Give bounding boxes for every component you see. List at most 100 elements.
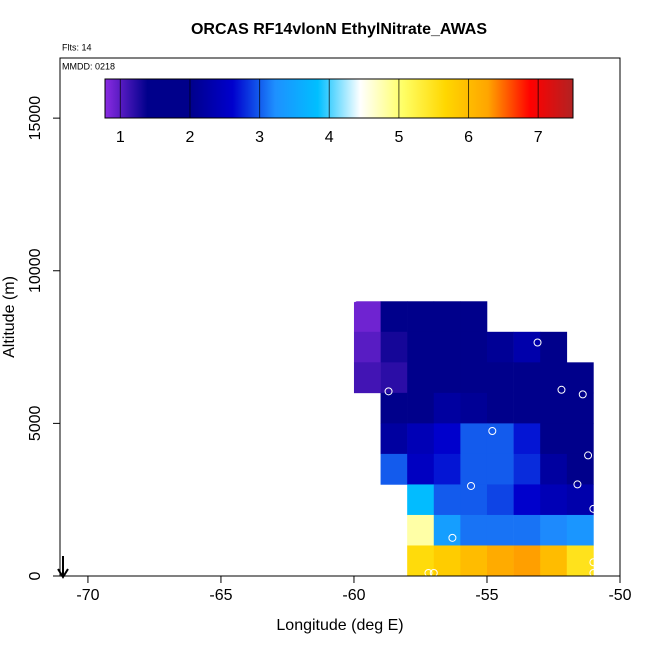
heat-cell bbox=[540, 514, 568, 546]
heat-cell bbox=[540, 331, 568, 363]
x-tick-label: -70 bbox=[76, 587, 99, 604]
heat-cell bbox=[433, 453, 461, 485]
heat-cell bbox=[433, 331, 461, 363]
heat-cell bbox=[380, 392, 408, 424]
heat-cell bbox=[566, 484, 594, 516]
sample-point bbox=[448, 533, 457, 542]
heat-cell bbox=[566, 362, 594, 394]
heat-cell bbox=[407, 331, 435, 363]
y-axis-label: Altitude (m) bbox=[1, 276, 18, 358]
heat-cell bbox=[460, 301, 488, 333]
heat-cell bbox=[460, 392, 488, 424]
heat-cell bbox=[407, 423, 435, 455]
heat-cell bbox=[486, 484, 514, 516]
flights-note: Flts: 14 bbox=[62, 42, 92, 52]
heat-cell bbox=[486, 453, 514, 485]
heat-cell bbox=[460, 453, 488, 485]
sample-point bbox=[589, 504, 598, 513]
heat-cell bbox=[353, 301, 381, 333]
heat-cell bbox=[433, 514, 461, 546]
x-tick-label: -60 bbox=[342, 587, 365, 604]
heat-cell bbox=[460, 514, 488, 546]
sample-point bbox=[488, 427, 497, 436]
heat-cell bbox=[513, 392, 541, 424]
date-note: MMDD: 0218 bbox=[62, 61, 115, 71]
y-tick-label: 10000 bbox=[27, 248, 44, 293]
heat-cell bbox=[513, 362, 541, 394]
chart-title: ORCAS RF14vlonN EthylNitrate_AWAS bbox=[191, 21, 487, 38]
heat-cell bbox=[486, 545, 514, 577]
sample-point bbox=[578, 390, 587, 399]
sample-point bbox=[467, 481, 476, 490]
heat-cell bbox=[566, 514, 594, 546]
sample-point bbox=[349, 294, 358, 303]
heat-cell bbox=[566, 423, 594, 455]
heat-cell bbox=[380, 423, 408, 455]
heat-cell bbox=[486, 392, 514, 424]
heat-cell bbox=[407, 392, 435, 424]
sample-point bbox=[557, 385, 566, 394]
heat-cell bbox=[433, 362, 461, 394]
sample-point bbox=[384, 387, 393, 396]
sample-point bbox=[589, 558, 598, 567]
colorbar-tick-label: 6 bbox=[464, 129, 473, 146]
y-tick-label: 15000 bbox=[27, 96, 44, 141]
heat-cell bbox=[486, 514, 514, 546]
x-tick-label: -65 bbox=[209, 587, 232, 604]
sample-point bbox=[584, 451, 593, 460]
plot-box bbox=[59, 57, 621, 577]
heat-cell bbox=[460, 545, 488, 577]
colorbar-tick-label: 7 bbox=[534, 129, 543, 146]
x-tick-label: -55 bbox=[475, 587, 498, 604]
heat-cell bbox=[380, 301, 408, 333]
colorbar-tick-label: 3 bbox=[255, 129, 264, 146]
heat-cell bbox=[433, 423, 461, 455]
heat-cell bbox=[407, 545, 435, 577]
heat-cell bbox=[486, 331, 514, 363]
heat-cell bbox=[460, 331, 488, 363]
heat-cell bbox=[380, 362, 408, 394]
heat-cell bbox=[460, 362, 488, 394]
heat-cell bbox=[513, 484, 541, 516]
sample-point bbox=[573, 480, 582, 489]
heat-cell bbox=[353, 331, 381, 363]
x-axis-label: Longitude (deg E) bbox=[276, 617, 403, 634]
heat-cell bbox=[460, 484, 488, 516]
y-tick-label: 0 bbox=[27, 571, 44, 580]
colorbar-tick-label: 1 bbox=[116, 129, 125, 146]
heat-cell bbox=[353, 362, 381, 394]
heat-cell bbox=[407, 484, 435, 516]
heat-cell bbox=[407, 362, 435, 394]
x-tick-label: -50 bbox=[608, 587, 631, 604]
heat-cell bbox=[433, 301, 461, 333]
colorbar-tick-label: 4 bbox=[325, 129, 334, 146]
heat-cell bbox=[407, 301, 435, 333]
plot-layer bbox=[349, 294, 598, 577]
heat-cell bbox=[433, 484, 461, 516]
heat-cell bbox=[380, 331, 408, 363]
heat-cell bbox=[433, 392, 461, 424]
heat-cell bbox=[540, 453, 568, 485]
heat-cell bbox=[566, 545, 594, 577]
heat-cell bbox=[486, 362, 514, 394]
colorbar-tick-label: 5 bbox=[394, 129, 403, 146]
colorbar-tick-label: 2 bbox=[186, 129, 195, 146]
heat-cell bbox=[513, 453, 541, 485]
sample-point bbox=[533, 338, 542, 347]
heat-cell bbox=[460, 423, 488, 455]
heat-cell bbox=[513, 423, 541, 455]
heat-cell bbox=[513, 331, 541, 363]
heat-cell bbox=[486, 423, 514, 455]
y-tick-label: 5000 bbox=[27, 405, 44, 441]
colorbar bbox=[104, 78, 574, 119]
heat-cell bbox=[540, 362, 568, 394]
heat-cell bbox=[513, 514, 541, 546]
heat-cell bbox=[566, 392, 594, 424]
heat-cell bbox=[513, 545, 541, 577]
heat-cell bbox=[407, 514, 435, 546]
heat-cell bbox=[540, 392, 568, 424]
heat-cell bbox=[380, 453, 408, 485]
heat-cell bbox=[540, 484, 568, 516]
heat-cell bbox=[433, 545, 461, 577]
